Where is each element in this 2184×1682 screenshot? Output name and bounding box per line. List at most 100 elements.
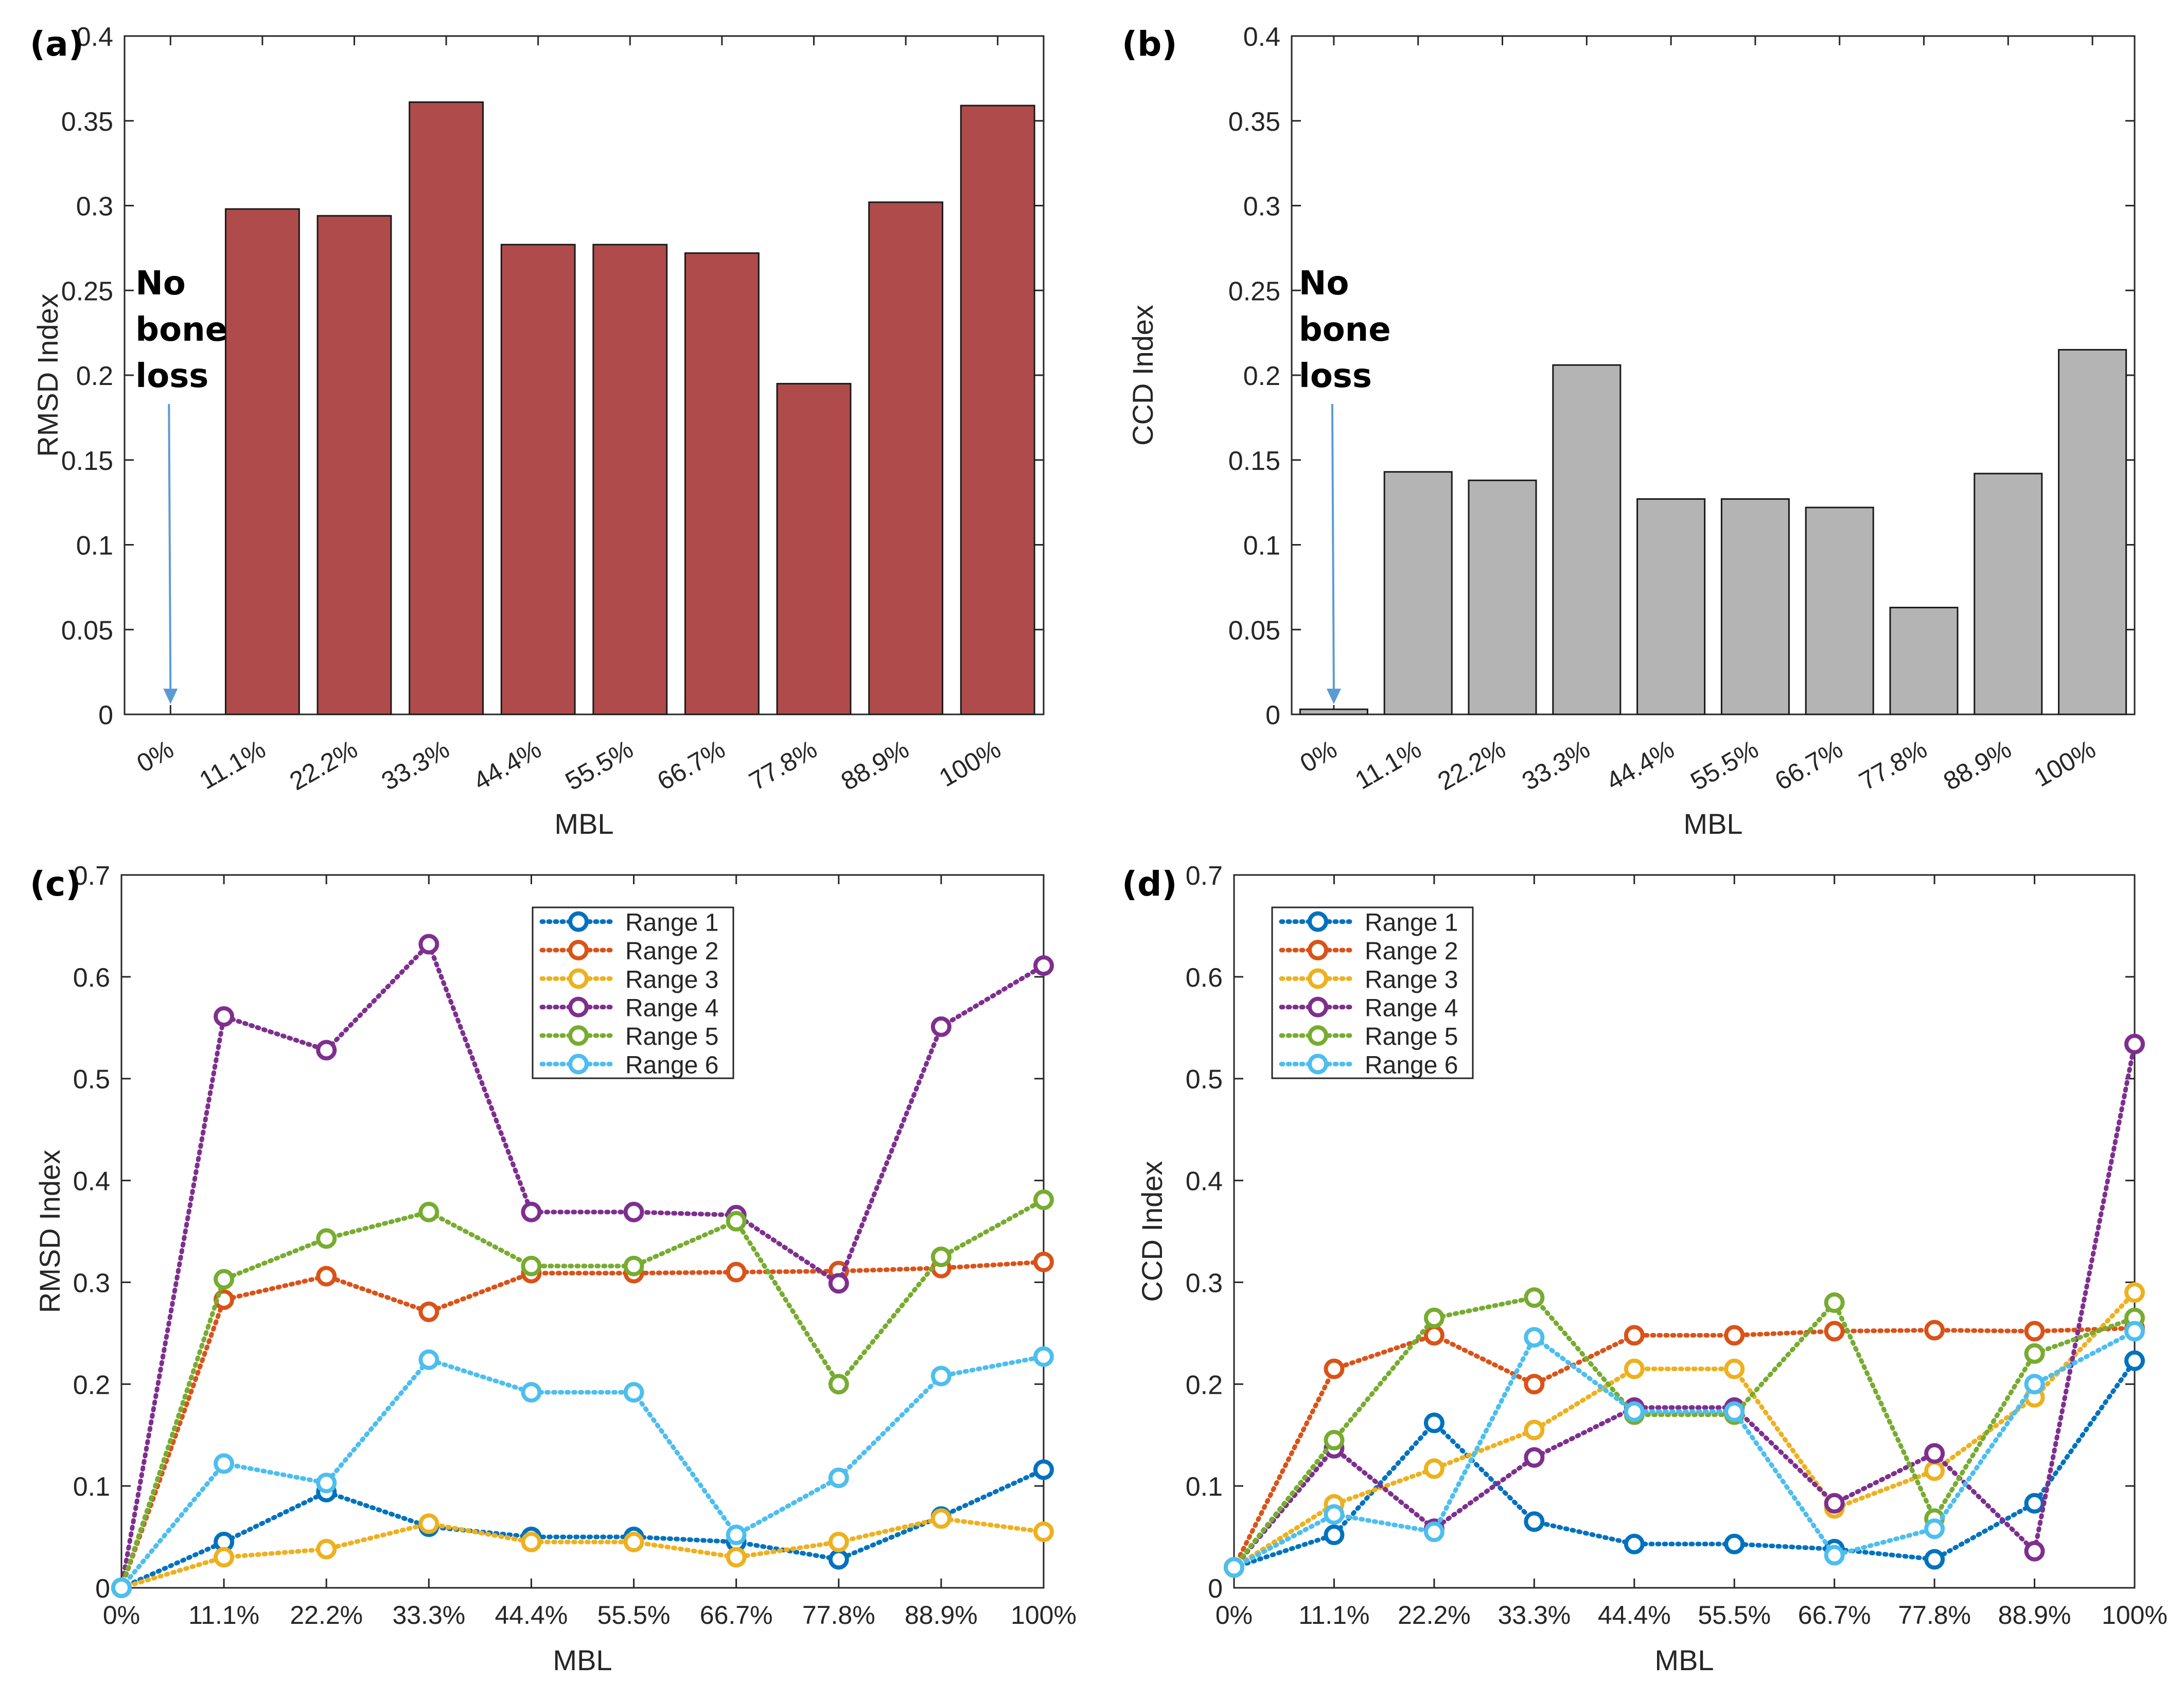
legend-swatch-marker [568,968,589,989]
data-point [726,1525,747,1546]
data-point [1924,1443,1945,1464]
y-tick-label: 0.4 [76,22,113,52]
data-point [2024,1374,2045,1395]
series-line-range-1 [119,1467,1046,1590]
data-point [1724,1325,1745,1346]
annotation-text: No [135,265,186,303]
data-point [1524,1447,1545,1468]
data-point [1033,1346,1054,1367]
legend-swatch-marker [568,911,589,932]
annotation-text: loss [1299,357,1372,395]
legend-swatch-marker [568,1025,589,1046]
bar [776,382,852,715]
data-point [930,1508,952,1529]
legend-swatch-marker [568,940,589,960]
y-tick-label: 0.1 [76,531,113,561]
data-point [1624,1401,1645,1422]
annotation-arrowhead [163,689,178,704]
x-tick-label: 55.5% [1698,1601,1771,1630]
y-tick-label: 0.6 [73,963,110,993]
y-tick-label: 0.25 [1228,276,1280,306]
x-axis-label: MBL [554,808,613,840]
data-point [623,1255,644,1276]
data-point [1824,1292,1845,1313]
legend-swatch-marker [1308,1054,1328,1075]
bar [316,215,392,715]
annotation-text: bone [135,311,227,349]
x-tick-label: 88.9% [905,1601,978,1630]
x-axis-label: MBL [1654,1644,1714,1676]
data-point [418,1349,439,1370]
data-point [1033,1189,1054,1211]
annotation-arrow [1331,404,1335,691]
data-point [214,1453,235,1474]
y-tick-label: 0.3 [76,192,113,222]
y-tick-label: 0.4 [1186,1167,1223,1197]
data-point [2124,1321,2145,1342]
legend-entry: Range 1 [1365,909,1458,937]
data-point [418,934,439,955]
data-point [2124,1282,2145,1303]
y-tick-label: 0.05 [61,616,113,645]
y-tick-label: 0.3 [1243,192,1280,222]
data-point [828,1549,849,1570]
bar [500,243,576,715]
x-tick-label: 66.7% [700,1601,773,1630]
data-point [1924,1549,1945,1570]
data-point [1924,1518,1945,1539]
y-tick-label: 0.1 [73,1472,110,1502]
y-tick-label: 0.6 [1186,963,1223,993]
axes-box [1233,874,2136,1589]
data-point [726,1211,747,1232]
data-point [214,1006,235,1027]
legend-swatch-marker [1308,996,1328,1018]
legend-entry: Range 6 [625,1052,718,1079]
annotation-arrow [168,404,172,691]
y-tick-label: 0.05 [1228,616,1280,645]
data-point [623,1382,644,1403]
data-point [828,1467,849,1488]
series-line-range-2 [1231,1325,2137,1570]
x-tick-label: 88.9% [1998,1601,2071,1630]
legend-swatch-marker [1308,968,1328,989]
x-tick-label: 22.2% [290,1601,363,1630]
annotation-text: bone [1299,311,1391,349]
x-tick-label: 44.4% [1598,1601,1671,1630]
legend-entry: Range 6 [1365,1052,1458,1079]
data-point [2024,1493,2045,1514]
annotation-arrowhead [1326,689,1341,704]
x-tick-label: 66.7% [1798,1601,1871,1630]
bar [224,208,300,715]
data-point [1324,1504,1345,1525]
y-axis-label: CCD Index [1136,1161,1168,1302]
data-point [1624,1325,1645,1346]
bar [592,243,668,715]
legend-entry: Range 4 [1365,995,1458,1022]
x-axis-label: MBL [1683,808,1742,840]
data-point [828,1531,849,1552]
bar [1383,471,1453,715]
data-point [2124,1033,2145,1055]
data-point [1224,1557,1244,1578]
data-point [930,1246,952,1267]
bar [1299,708,1368,715]
data-point [930,1016,952,1037]
data-point [316,1473,337,1494]
y-tick-label: 0.2 [73,1370,110,1400]
y-axis-label: CCD Index [1126,305,1159,446]
bar [868,201,944,715]
data-point [828,1273,849,1294]
data-point [1524,1287,1545,1308]
data-point [1524,1374,1545,1395]
y-tick-label: 0.3 [73,1268,110,1298]
legend-entry: Range 2 [625,938,718,965]
series-line-range-4 [1231,1041,2137,1570]
data-point [521,1382,542,1403]
bar [1889,606,1959,715]
series-line-range-6 [1231,1328,2137,1570]
y-tick-label: 0.35 [1228,107,1280,137]
data-point [1924,1320,1945,1341]
annotation-text: loss [135,357,208,395]
y-tick-label: 0.7 [73,861,110,891]
